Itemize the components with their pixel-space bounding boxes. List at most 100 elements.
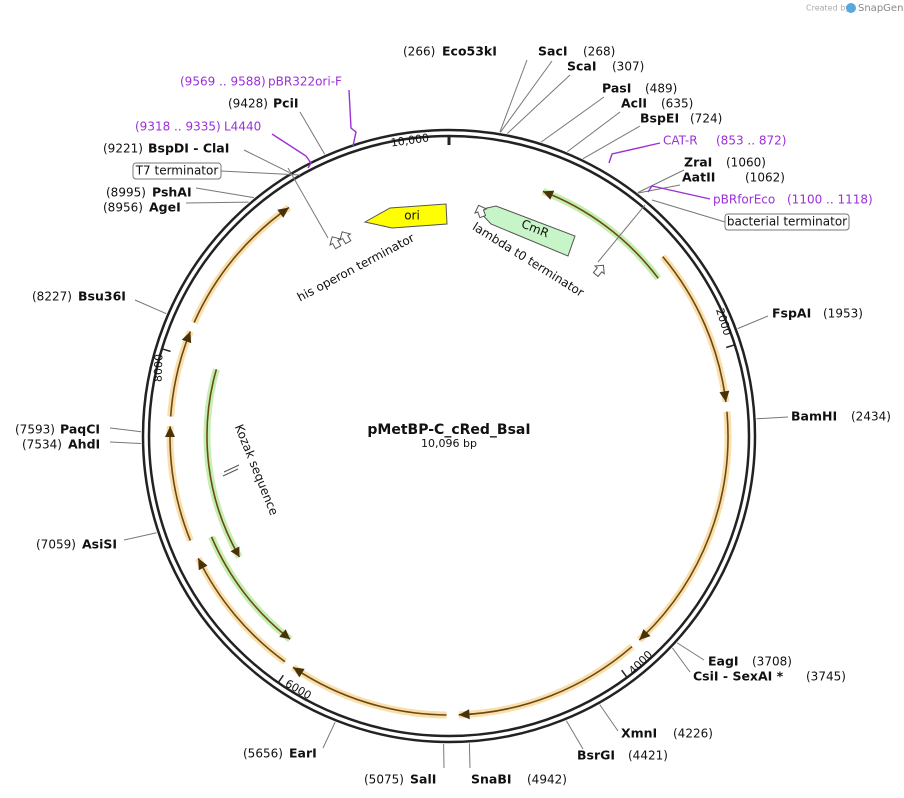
site-lead [109, 441, 142, 445]
orf-arc-halo [190, 204, 291, 324]
site-lead [582, 125, 641, 160]
cmr-arrow [477, 205, 576, 257]
green-arc [206, 369, 241, 558]
green-arc-halo [203, 368, 243, 559]
site-position: (8227) [32, 290, 72, 304]
feature-label: bacterial terminator [727, 215, 847, 229]
site-position: (8956) [103, 201, 143, 215]
orf-arc-head [277, 207, 289, 218]
green-arc [542, 190, 659, 279]
ruler-label: 4000 [626, 648, 655, 677]
orf-arc-halo [291, 664, 447, 719]
site-position: (8995) [106, 186, 146, 200]
site-lead [185, 201, 249, 204]
site-position: (307) [612, 60, 644, 74]
orf-arc-head [639, 629, 651, 641]
terminator-icon [339, 231, 352, 245]
green-arc-head [542, 190, 555, 200]
orf-arc-halo [167, 330, 194, 417]
site-lead [499, 60, 553, 133]
terminator-icon [474, 204, 488, 219]
site-lead [243, 149, 290, 173]
site-name: FspAI [772, 306, 811, 321]
site-name: ZraI [684, 155, 712, 170]
credit-prefix: Created by [806, 4, 850, 13]
site-lead [195, 187, 255, 199]
site-name: SacI [538, 44, 568, 59]
terminator-icon [592, 264, 605, 278]
site-lead [638, 184, 681, 194]
site-lead [756, 416, 789, 420]
orf-arc [458, 645, 633, 716]
feature-lead [651, 199, 726, 223]
site-lead [737, 315, 769, 330]
site-name: BsrGI [577, 748, 615, 763]
site-position: (3745) [806, 670, 846, 684]
primer-mark [271, 133, 312, 169]
plasmid-length: 10,096 bp [421, 437, 477, 450]
site-lead [567, 111, 621, 153]
feature-label: T7 terminator [135, 164, 219, 178]
primer-name: L4440 [224, 120, 261, 134]
site-lead [322, 721, 336, 749]
ruler-tick [277, 674, 284, 684]
feature-lead [220, 170, 301, 176]
site-name: PasI [602, 81, 631, 96]
orf-arc-head [292, 667, 305, 678]
primer-range: (9569 .. 9588) [180, 75, 266, 89]
backbone-outer [141, 128, 757, 744]
ruler-label: 10,000 [390, 131, 430, 149]
site-lead [540, 96, 605, 143]
site-name: PshAI [152, 185, 192, 200]
site-name: XmnI [621, 726, 657, 741]
site-name: CsiI - SexAI * [693, 669, 784, 684]
orf-arc-halo [660, 254, 730, 403]
site-position: (7059) [36, 538, 76, 552]
site-name: AgeI [149, 200, 181, 215]
site-lead [637, 169, 685, 194]
site-position: (1953) [823, 307, 863, 321]
orf-arc-head [198, 558, 208, 571]
site-position: (1060) [726, 156, 766, 170]
orf-arc [292, 666, 447, 716]
site-name: Eco53kI [442, 44, 497, 59]
orf-arc-head [181, 331, 192, 344]
orf-arc-halo [636, 411, 732, 643]
site-lead [468, 743, 471, 769]
orf-arc-head [165, 426, 176, 437]
site-lead [123, 532, 157, 541]
site-name: EarI [289, 746, 317, 761]
primer-name: pBRforEco [713, 193, 775, 207]
plasmid-name: pMetBP-C_cRed_BsaI [367, 422, 530, 438]
site-position: (724) [690, 112, 722, 126]
orf-arc [638, 411, 729, 641]
site-name: ScaI [567, 59, 597, 74]
orf-arc-head [719, 390, 730, 402]
site-position: (4942) [527, 773, 567, 787]
feature-label: ori [404, 209, 420, 223]
site-position: (7593) [15, 423, 55, 437]
credit-logo [846, 3, 856, 13]
ruler-tick [621, 669, 628, 678]
site-position: (266) [403, 45, 435, 59]
site-name: AclI [621, 96, 647, 111]
site-name: SnaBI [471, 772, 512, 787]
orf-arc [197, 557, 286, 663]
site-name: BamHI [791, 409, 837, 424]
ruler-label: 8000 [152, 354, 166, 382]
site-position: (5075) [364, 773, 404, 787]
site-name: AhdI [68, 437, 100, 452]
site-lead [676, 642, 705, 661]
orf-arc [169, 426, 192, 541]
site-position: (9221) [103, 142, 143, 156]
ruler-tick [725, 344, 736, 349]
site-position: (4421) [628, 749, 668, 763]
terminator-icon [329, 236, 342, 250]
site-position: (4226) [673, 727, 713, 741]
site-position: (635) [661, 97, 693, 111]
site-name: PciI [273, 96, 299, 111]
feature-box [724, 213, 850, 231]
site-name: AsiSI [82, 537, 117, 552]
